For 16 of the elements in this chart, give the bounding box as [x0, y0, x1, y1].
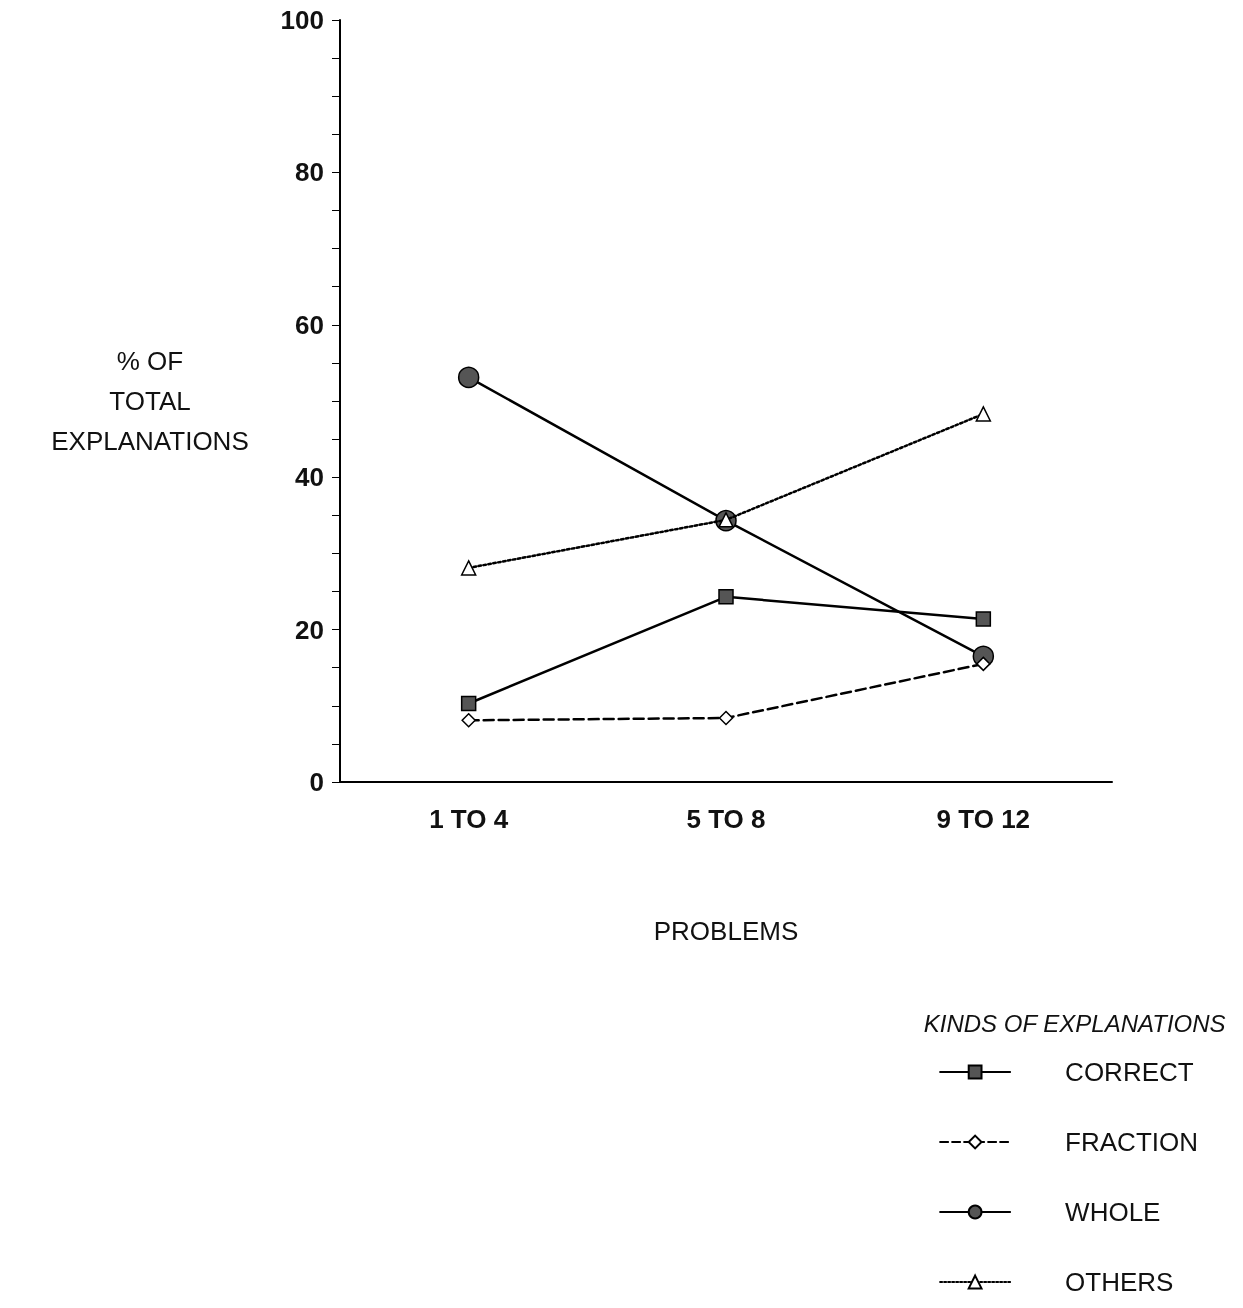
x-axis-title: PROBLEMS	[653, 916, 799, 946]
x-tick-label: 5 TO 8	[686, 804, 766, 834]
legend-label: FRACTION	[1065, 1127, 1199, 1157]
y-tick-label: 100	[280, 5, 324, 35]
x-tick-label: 1 TO 4	[429, 804, 509, 834]
y-tick-label: 40	[295, 462, 324, 493]
y-tick-label: 60	[295, 309, 324, 340]
y-axis-title: % OF TOTAL EXPLANATIONS	[51, 346, 249, 456]
legend-label: OTHERS	[1065, 1267, 1174, 1297]
y-tick-label: 80	[295, 157, 324, 188]
x-tick-label: 9 TO 12	[936, 804, 1031, 834]
legend-label: CORRECT	[1065, 1057, 1194, 1087]
y-tick-label: 0	[309, 767, 324, 797]
y-tick-label: 20	[295, 614, 324, 645]
legend-title: KINDS OF EXPLANATIONS	[923, 1009, 1226, 1037]
legend-label: WHOLE	[1065, 1197, 1161, 1227]
